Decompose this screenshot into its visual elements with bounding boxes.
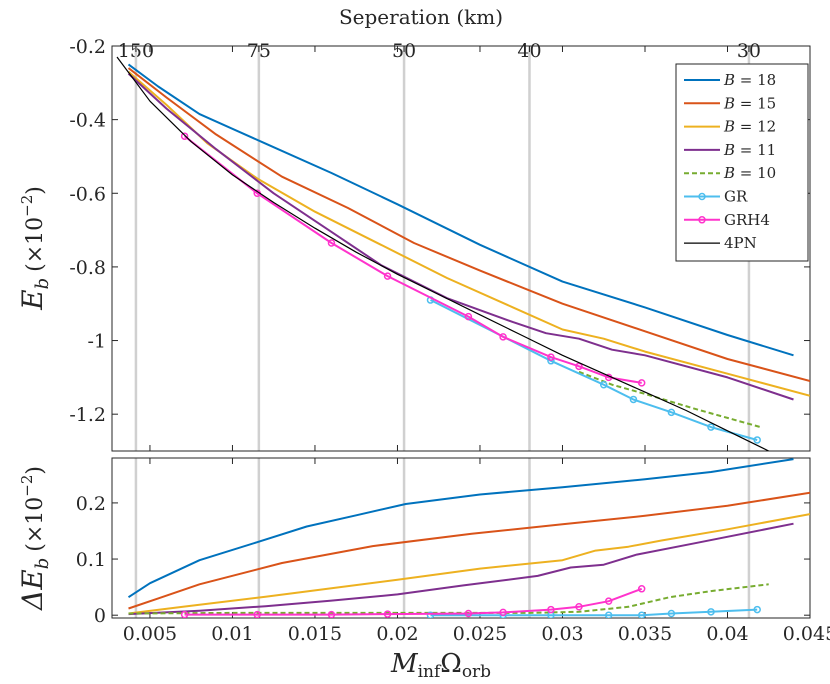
legend-label: B = 18: [723, 71, 776, 89]
top-axis-ticks: 150 75 50 40 30: [118, 40, 761, 62]
series-point-grh4: [637, 379, 646, 387]
series-point-grh4: [383, 610, 392, 618]
plot-frame: [111, 457, 811, 619]
y-tick-label: -0.6: [69, 183, 106, 205]
x-tick-label: 0.035: [618, 623, 672, 645]
series-point-grh4: [383, 272, 392, 280]
x-tick-label: 0.015: [288, 623, 342, 645]
x-axis-label: MinfΩorb: [390, 649, 491, 682]
series-line-gr: [430, 299, 758, 441]
x-tick-label: 0.005: [123, 623, 177, 645]
series-point-grh4: [547, 605, 555, 614]
series-point-gr: [707, 608, 715, 616]
legend-label: B = 10: [723, 164, 776, 182]
series-line-gr: [430, 608, 758, 617]
series-group: [127, 458, 810, 618]
series-line-b-18: [127, 63, 794, 357]
y-tick-label: -0.8: [69, 257, 106, 279]
x-tick-label: 0.03: [541, 623, 583, 645]
x-tick-label: 0.045: [783, 623, 830, 645]
series-point-grh4: [180, 610, 189, 618]
series-point-grh4: [253, 610, 261, 618]
y-axis-label-top: Eb(×10−2): [16, 186, 53, 311]
top-axis-title: Seperation (km): [339, 5, 503, 29]
series-point-gr: [604, 611, 613, 618]
series-point-gr: [707, 423, 715, 431]
y-axis-label-text: ΔEb(×10−2): [16, 466, 53, 611]
x-tick-label: 0.04: [706, 623, 748, 645]
series-point-grh4: [547, 353, 555, 361]
legend-marker: [698, 216, 706, 224]
series-line-grh4: [183, 135, 642, 384]
y-tick-label: -0.4: [69, 110, 106, 132]
series-line-b-11: [128, 522, 794, 616]
plot-frame: [111, 45, 811, 452]
series-point-grh4: [180, 132, 189, 140]
legend-label: B = 12: [723, 118, 776, 136]
series-point-grh4: [499, 333, 507, 341]
series-point-grh4: [327, 239, 336, 247]
legend-box: [675, 63, 809, 262]
series-line-b-18: [127, 458, 794, 599]
series-line-b-15: [127, 67, 810, 382]
series-point-grh4: [327, 610, 336, 618]
y-tick-label: 0.1: [76, 549, 106, 571]
series-line-b-11: [127, 72, 794, 401]
legend-marker: [698, 192, 706, 201]
x-axis-label-text: MinfΩorb: [390, 649, 491, 682]
series-line-4pn: [116, 56, 769, 451]
delta-energy-panel: 0 0.1 0.2 0.005 0.01 0.015 0.02 0.025 0.03 0.035 0…: [76, 457, 830, 645]
legend-label: GR: [724, 188, 748, 206]
x-tick-label: 0.01: [211, 623, 253, 645]
series-point-gr: [599, 380, 608, 389]
series-point-gr: [753, 605, 761, 614]
series-line-b-12: [128, 513, 810, 615]
series-line-b-10: [128, 583, 769, 615]
x-tick-label: 0.02: [376, 623, 418, 645]
y-tick-label: -1.2: [69, 404, 106, 426]
y-axis-label-text: Eb(×10−2): [16, 186, 53, 311]
series-point-grh4: [499, 608, 507, 617]
y-tick-label: -1: [87, 331, 106, 353]
series-point-grh4: [464, 312, 473, 321]
series-point-gr: [629, 395, 638, 404]
y-tick-label: 0: [94, 605, 106, 627]
series-line-b-10: [578, 370, 761, 429]
x-tick-label: 0.025: [453, 623, 507, 645]
y-tick-label: 0.2: [76, 493, 106, 515]
legend-label: GRH4: [724, 211, 770, 229]
series-point-gr: [637, 611, 646, 618]
y-tick-label: -0.2: [69, 36, 106, 58]
legend-label: 4PN: [724, 234, 757, 252]
y-axis-label-bottom: ΔEb(×10−2): [16, 466, 53, 611]
series-point-grh4: [637, 585, 646, 593]
series-point-grh4: [604, 597, 613, 605]
series-point-grh4: [464, 609, 473, 618]
series-line-grh4: [184, 587, 643, 616]
series-point-gr: [667, 609, 676, 618]
series-point-grh4: [575, 603, 583, 611]
series-point-gr: [753, 436, 761, 444]
series-line-b-15: [128, 491, 810, 610]
legend-label: B = 11: [723, 141, 776, 159]
series-point-gr: [667, 408, 676, 417]
series-point-gr: [426, 611, 435, 618]
series-group: [116, 56, 810, 451]
legend-label: B = 15: [723, 94, 776, 112]
legend: B = 18 B = 15 B = 12 B = 11 B = 10 GR GRH4 4PN: [675, 63, 809, 262]
